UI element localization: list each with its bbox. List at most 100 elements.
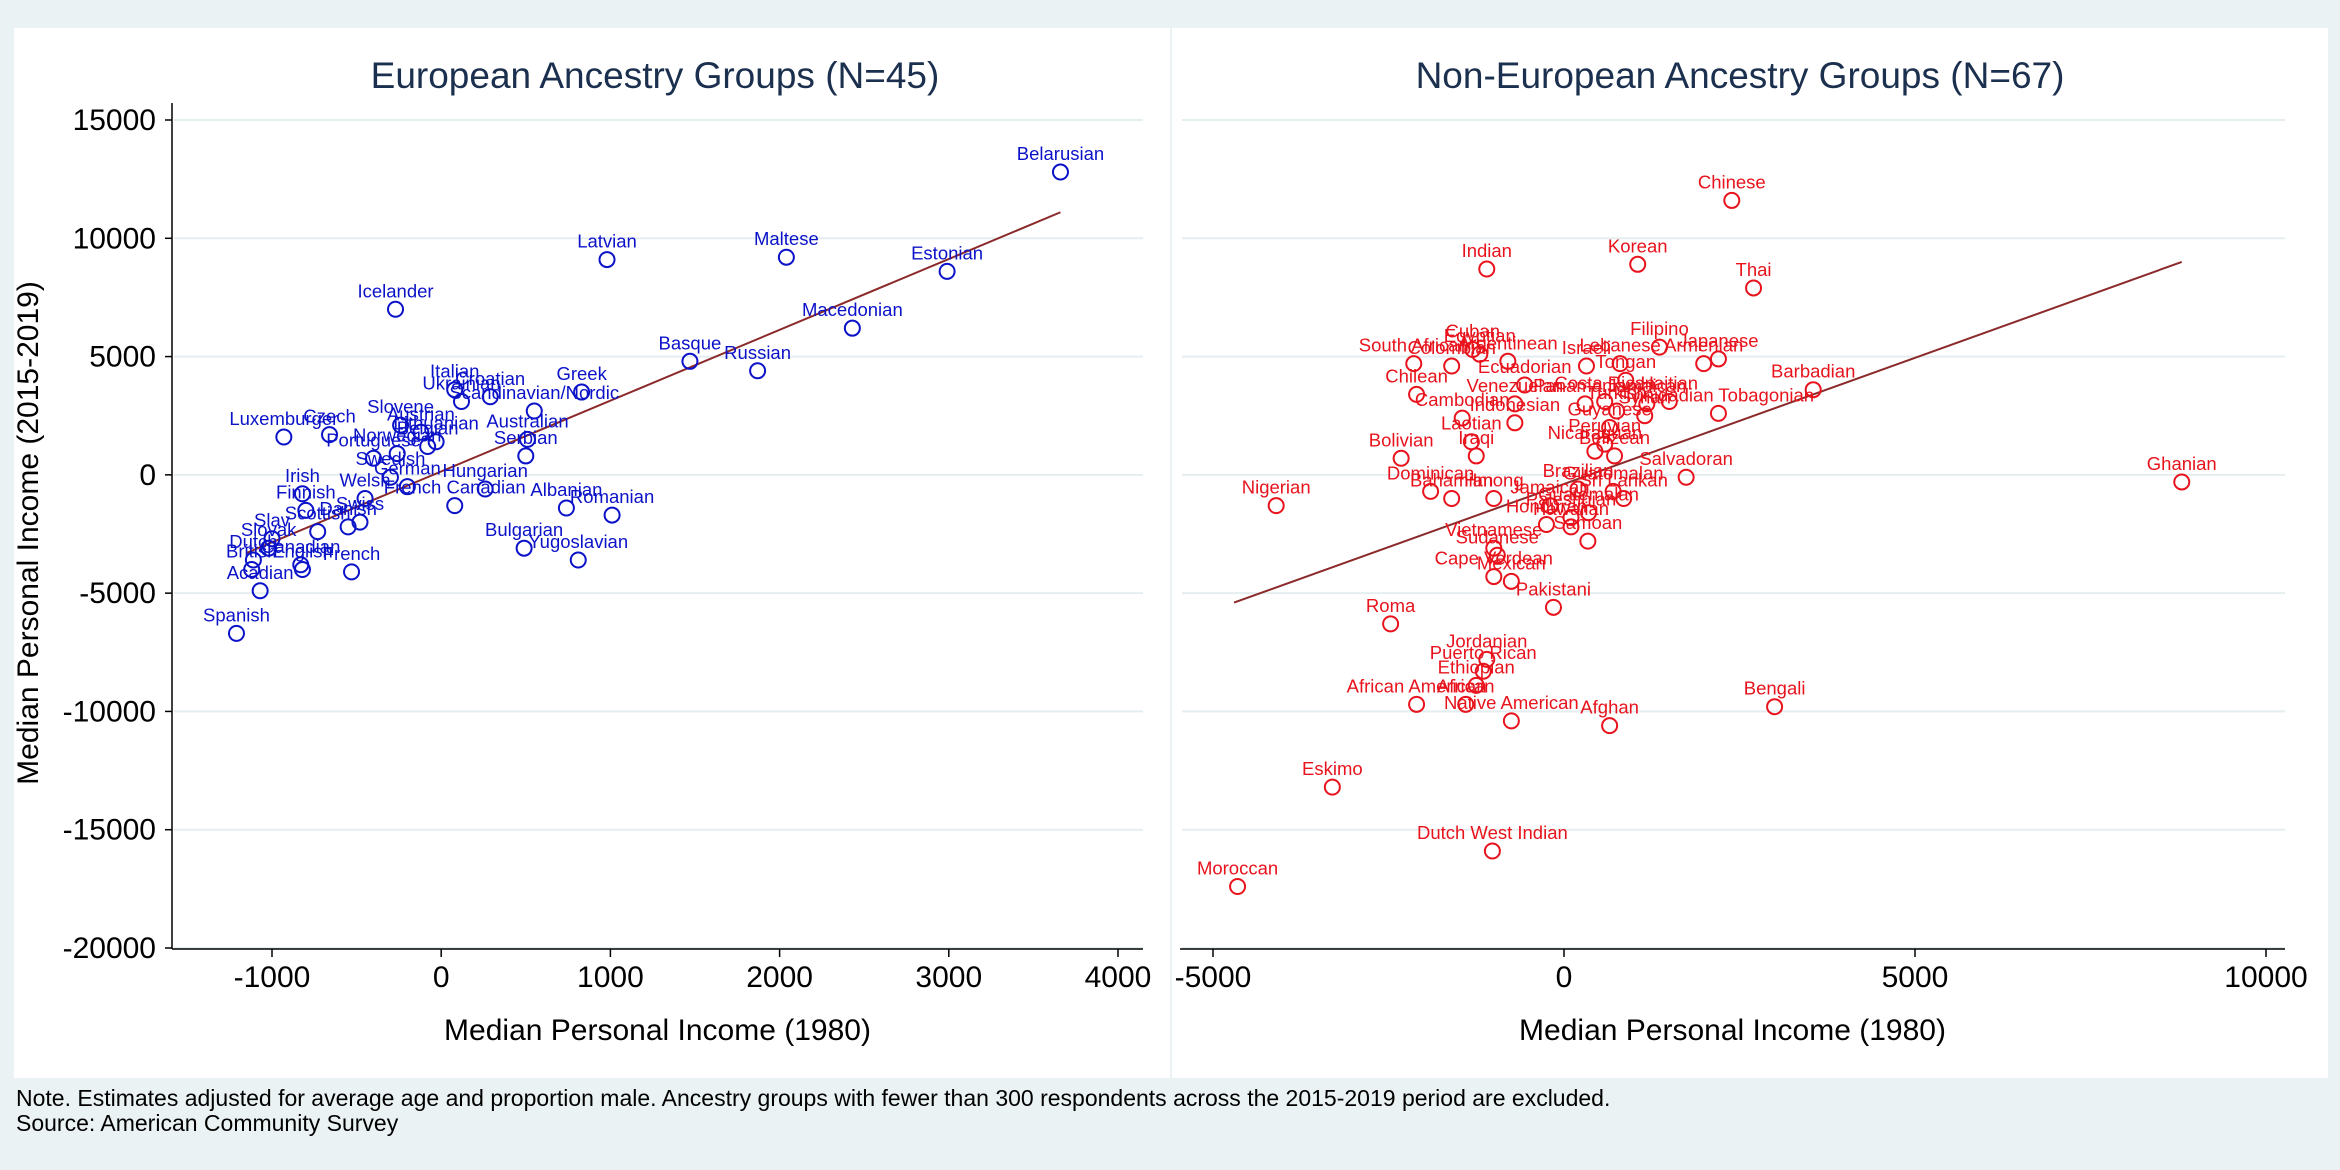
chart2-point-label: Bahamian	[1410, 470, 1493, 491]
chart2-point	[1485, 568, 1503, 586]
chart2-point	[1467, 676, 1485, 694]
chart2-point	[1577, 357, 1595, 375]
chart2-point-label: Mexican	[1477, 552, 1546, 573]
chart1-point-label: Russian	[724, 342, 791, 363]
chart2-x-tick-label: 5000	[1882, 961, 1949, 994]
chart2-point-label: Venezuelan	[1467, 375, 1564, 396]
chart1-point-label: Welsh	[340, 470, 391, 491]
chart1-point	[843, 319, 861, 337]
chart2-point	[1474, 662, 1492, 680]
chart1-point	[339, 518, 357, 536]
chart1-point-label: Australian	[486, 410, 568, 431]
chart1-point	[598, 251, 616, 269]
chart2-point-label: Peruvian	[1568, 415, 1641, 436]
chart2-point	[1323, 778, 1341, 796]
chart2-point	[1229, 877, 1247, 895]
chart1-point-label: Estonian	[911, 242, 983, 263]
chart1-point	[518, 430, 536, 448]
chart1-point-label: Luxemburger	[229, 408, 338, 429]
chart2-point	[1516, 376, 1534, 394]
chart2-point	[1677, 468, 1695, 486]
chart2-point	[1537, 516, 1555, 534]
chart2-point	[1569, 480, 1587, 498]
chart2-point-label: Laotian	[1441, 413, 1502, 434]
chart2-point-label: Hawaiian	[1533, 498, 1609, 519]
chart2-point	[1606, 447, 1624, 465]
chart1-point	[309, 523, 327, 541]
chart2-point-label: Sudanese	[1456, 526, 1539, 547]
chart1-point	[557, 499, 575, 517]
chart1-point	[321, 426, 339, 444]
chart2-point	[1709, 404, 1727, 422]
chart2-point	[1629, 255, 1647, 273]
chart1-point	[427, 433, 445, 451]
chart1-point	[275, 428, 293, 446]
chart1-point-label: Czech	[303, 406, 355, 427]
chart2-point-label: Bolivian	[1369, 429, 1434, 450]
chart2-point	[1586, 442, 1604, 460]
chart1-point-label: Norwegian	[353, 425, 441, 446]
chart1-point-label: Slovak	[241, 519, 297, 540]
chart1-point-label: Ukrainian	[422, 373, 500, 394]
chart2-point	[1638, 395, 1656, 413]
chart2-point	[1544, 598, 1562, 616]
panel-left-background	[14, 28, 1170, 1078]
chart2-point-label: Samoan	[1553, 512, 1622, 533]
chart1-y-tick-label: 15000	[73, 104, 156, 137]
chart1-point	[244, 551, 262, 569]
chart2-point	[1443, 490, 1461, 508]
chart1-point-label: Belgian	[397, 417, 459, 438]
chart1-point	[381, 468, 399, 486]
chart1-y-axis-label: Median Personal Income (2015-2019)	[12, 281, 45, 785]
chart1-point	[251, 582, 269, 600]
chart2-point-label: South African	[1359, 335, 1469, 356]
chart2-point-label: Cuban	[1445, 320, 1500, 341]
chart2-point	[1562, 508, 1580, 526]
chart2-point	[1617, 371, 1635, 389]
chart1-x-tick-label: -1000	[234, 961, 311, 994]
chart2-point	[1576, 395, 1594, 413]
chart1-point	[387, 300, 405, 318]
chart1-point-label: Danish	[319, 498, 377, 519]
chart1-point	[263, 530, 281, 548]
chart1-point	[481, 388, 499, 406]
chart2-point-label: Puerto Rican	[1430, 642, 1537, 663]
chart2-point	[1382, 615, 1400, 633]
chart2-point	[1723, 191, 1741, 209]
chart2-point-label: Eskimo	[1302, 758, 1363, 779]
chart2-point-label: Pakistani	[1516, 578, 1591, 599]
chart2-point-label: Jordanian	[1446, 630, 1527, 651]
chart2-point	[1804, 381, 1822, 399]
chart2-point-label: Salvadoran	[1639, 448, 1733, 469]
chart2-point-label: Dominican	[1387, 462, 1474, 483]
chart1-point	[1051, 163, 1069, 181]
chart1-point	[398, 478, 416, 496]
chart2-point-label: Palestinian	[1526, 488, 1617, 509]
chart1-point-label: Romanian	[570, 486, 654, 507]
chart2-point	[1422, 482, 1440, 500]
chart2-point-label: Guyanese	[1567, 399, 1651, 420]
chart2-point-label: Honduran	[1506, 496, 1587, 517]
chart1-point	[388, 445, 406, 463]
chart2-point	[1766, 698, 1784, 716]
chart2-point-label: Barbadian	[1771, 361, 1855, 382]
chart2-fit-line	[1233, 261, 2183, 604]
chart2-point	[1601, 717, 1619, 735]
chart2-point	[2173, 473, 2191, 491]
chart2-point-label: Hmong	[1464, 470, 1524, 491]
chart2-point	[1709, 350, 1727, 368]
chart1-point-label: British	[226, 540, 277, 561]
chart1-point-label: Belarusian	[1017, 143, 1104, 164]
chart2-point-label: Brazilian	[1543, 460, 1614, 481]
chart1-point	[603, 506, 621, 524]
chart2-point	[1695, 355, 1713, 373]
chart2-point	[1745, 279, 1763, 297]
chart2-point-label: Indian	[1462, 240, 1512, 261]
chart1-point	[446, 381, 464, 399]
chart2-point-label: Ghanian	[2147, 453, 2217, 474]
chart1-point	[573, 383, 591, 401]
chart2-point	[1392, 449, 1410, 467]
chart2-point-label: Cambodian	[1415, 389, 1510, 410]
chart1-point-label: English	[272, 540, 333, 561]
chart2-point-label: African	[1437, 675, 1495, 696]
